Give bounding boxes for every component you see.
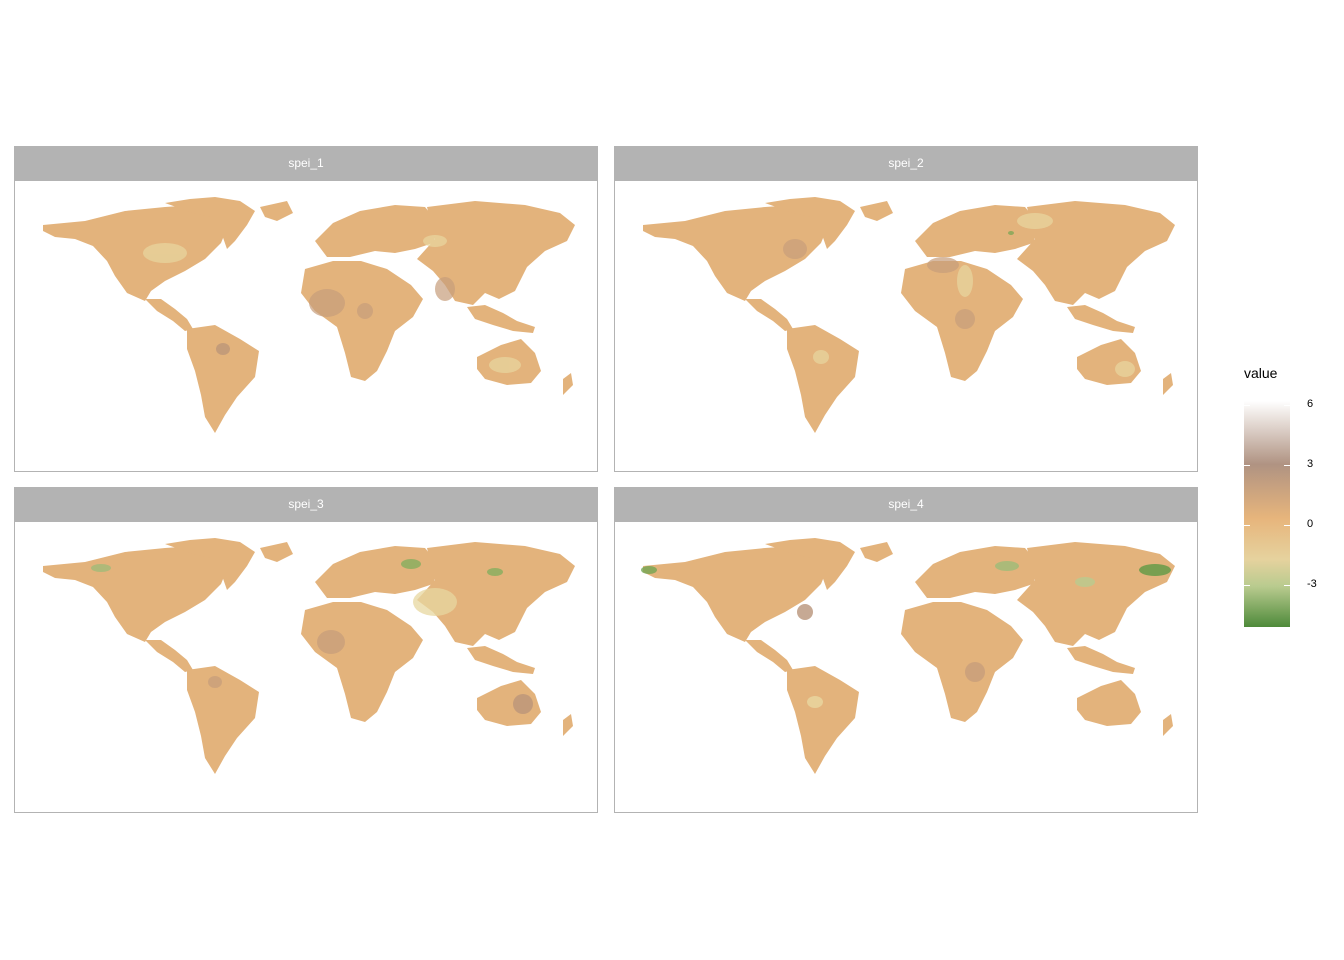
legend-tick-label: 6	[1307, 398, 1314, 410]
legend-title: value	[1244, 365, 1278, 381]
facet-strip-label: spei_4	[614, 487, 1198, 521]
legend-tick-label: 0	[1307, 518, 1314, 530]
map-plot-area	[14, 180, 598, 472]
facet-panel-1: spei_1	[14, 146, 598, 472]
color-legend: value 6 3 0 -3	[1244, 365, 1334, 635]
map-plot-area	[614, 521, 1198, 813]
legend-colorbar	[1244, 401, 1290, 627]
facet-panel-3: spei_3	[14, 487, 598, 813]
world-map	[43, 538, 575, 774]
map-plot-area	[14, 521, 598, 813]
legend-tick-label: -3	[1307, 578, 1317, 590]
facet-strip-label: spei_3	[14, 487, 598, 521]
map-plot-area	[614, 180, 1198, 472]
facet-strip-label: spei_2	[614, 146, 1198, 180]
world-map	[43, 197, 575, 433]
legend-tick-label: 3	[1307, 458, 1314, 470]
facet-strip-label: spei_1	[14, 146, 598, 180]
facet-panel-4: spei_4	[614, 487, 1198, 813]
world-map	[643, 197, 1175, 433]
facet-panel-2: spei_2	[614, 146, 1198, 472]
world-map	[641, 538, 1175, 774]
